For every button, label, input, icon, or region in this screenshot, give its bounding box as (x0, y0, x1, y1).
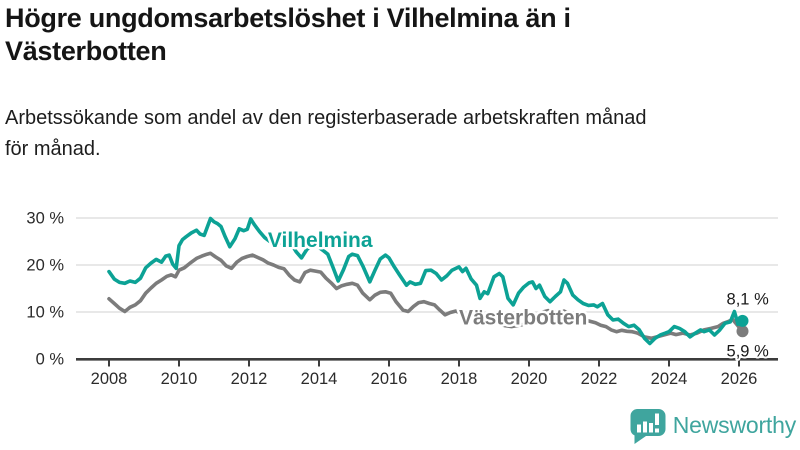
y-tick-label-30: 30 % (26, 210, 64, 228)
x-tick-label-2010: 2010 (161, 370, 198, 388)
x-tick-label-2016: 2016 (371, 370, 408, 388)
series-line-västerbotten (107, 251, 745, 341)
x-tick-label-2024: 2024 (651, 370, 688, 388)
series-label-vilhelmina: Vilhelmina (268, 229, 373, 252)
x-tick-label-2018: 2018 (441, 370, 478, 388)
series-label-västerbotten: Västerbotten (459, 307, 587, 330)
x-tick-label-2020: 2020 (511, 370, 548, 388)
x-tick-label-2008: 2008 (91, 370, 128, 388)
chart-subtitle-line1: Arbetssökande som andel av den registerb… (5, 107, 647, 129)
annotation-label-0: 8,1 % (727, 290, 770, 308)
bar-chart-speech-bubble-icon (630, 409, 666, 444)
page-title: Högre ungdomsarbetslöshet i Vilhelmina ä… (5, 2, 571, 68)
y-tick-label-20: 20 % (26, 257, 64, 275)
line-chart: 30 % 20 % 10 % 0 % 2008 2010 2012 2014 2016 2018 2… (26, 210, 778, 388)
newsworthy-logo: Newsworthy (630, 407, 796, 444)
exclamation-bar (654, 413, 659, 425)
end-dot-vilhelmina (736, 314, 749, 327)
page-title-line2: Västerbotten (5, 36, 167, 66)
bar-3 (648, 423, 653, 433)
y-tick-label-10: 10 % (26, 304, 64, 322)
x-tick-label-2014: 2014 (301, 370, 338, 388)
bar-2 (642, 421, 647, 433)
exclamation-dot (654, 428, 659, 433)
annotation-label-1: 5,9 % (727, 342, 770, 360)
x-tick-label-2012: 2012 (231, 370, 268, 388)
bar-1 (636, 424, 641, 433)
y-tick-label-0: 0 % (36, 351, 65, 369)
chart-subtitle-line2: för månad. (5, 138, 101, 160)
end-dot-västerbotten (736, 325, 749, 338)
page-title-line1: Högre ungdomsarbetslöshet i Vilhelmina ä… (5, 3, 571, 33)
chart-subtitle: Arbetssökande som andel av den registerb… (5, 103, 647, 165)
x-tick-label-2022: 2022 (581, 370, 618, 388)
newsworthy-wordmark: Newsworthy (672, 412, 796, 438)
series-line-vilhelmina (107, 216, 745, 346)
x-tick-label-2026: 2026 (721, 370, 758, 388)
speech-bubble-shape (630, 409, 666, 444)
